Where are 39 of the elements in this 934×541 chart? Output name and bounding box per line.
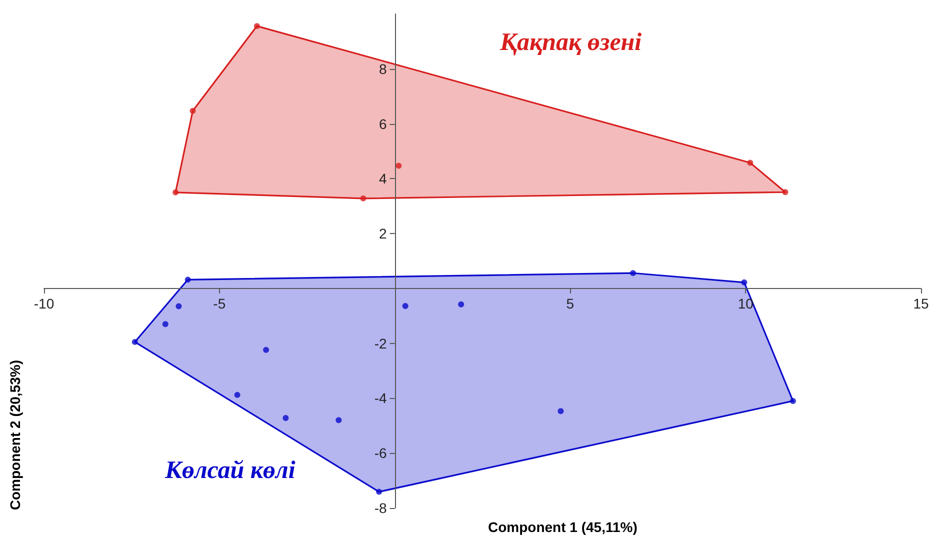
point [558, 408, 564, 414]
x-tick-label: 10 [738, 295, 754, 312]
x-tick-label: 5 [566, 295, 574, 312]
y-tick-label: 6 [379, 116, 388, 132]
point [176, 303, 182, 310]
point [184, 276, 191, 283]
point [254, 23, 260, 30]
series-label: Көлсай көлі [164, 457, 296, 484]
y-tick-label: -6 [374, 445, 388, 462]
y-tick-label: -2 [374, 335, 388, 352]
point [234, 392, 240, 398]
point [790, 398, 796, 404]
point [396, 162, 402, 169]
y-tick-label: 8 [379, 60, 388, 77]
point [376, 488, 382, 495]
x-tick-label: 15 [913, 295, 929, 312]
point [747, 160, 754, 166]
y-axis-title: Component 2 (20,53%) [7, 360, 23, 510]
point [190, 108, 196, 114]
point [458, 301, 464, 308]
point [336, 417, 342, 424]
point [360, 195, 366, 202]
y-tick-label: 4 [379, 170, 388, 187]
point [402, 303, 408, 310]
point [282, 414, 289, 421]
x-tick-label: -5 [213, 295, 226, 312]
point [162, 321, 168, 328]
x-axis-title: Component 1 (45,11%) [488, 519, 638, 535]
point [741, 279, 748, 286]
point [630, 270, 636, 276]
point [172, 189, 179, 196]
point [782, 189, 788, 196]
x-tick-label: -10 [34, 295, 54, 312]
y-tick-label: 2 [379, 226, 388, 242]
y-tick-label: -8 [374, 500, 388, 516]
y-tick-label: -4 [374, 390, 388, 406]
point [132, 338, 138, 345]
point [263, 346, 270, 353]
text: Қақпақ өзені [499, 29, 642, 56]
